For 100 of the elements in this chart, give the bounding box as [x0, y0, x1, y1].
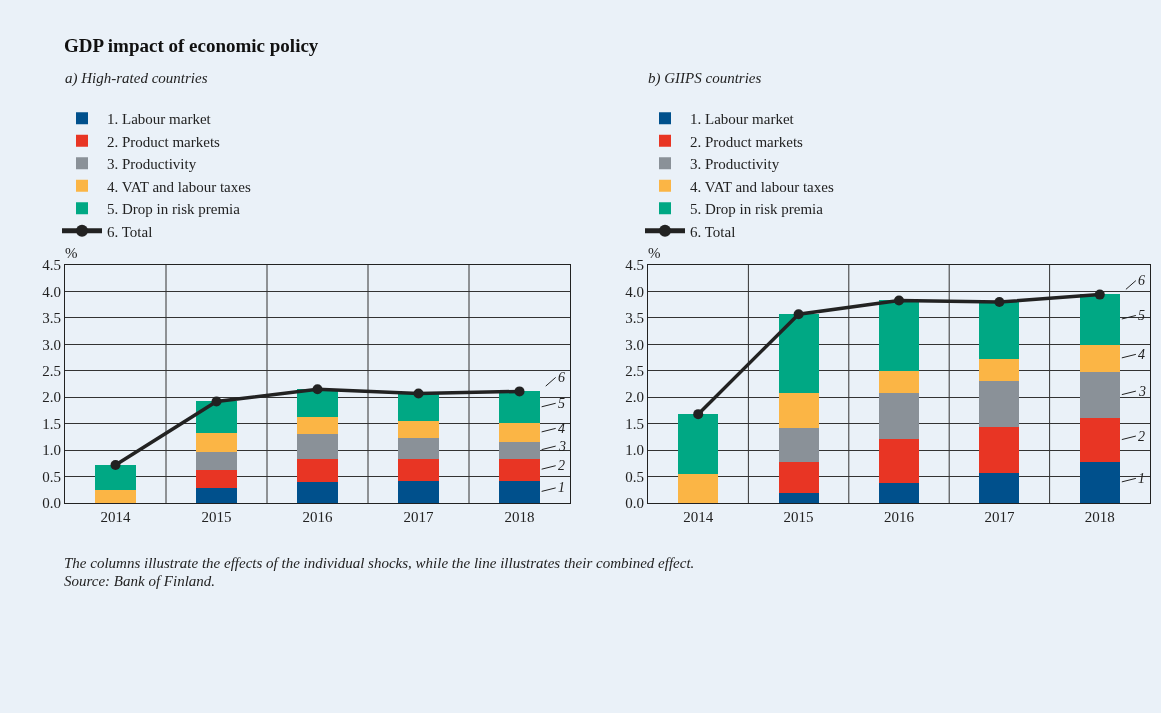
- chart-title: GDP impact of economic policy: [64, 35, 319, 56]
- y-tick-label: 3.0: [42, 336, 61, 353]
- point: [793, 309, 804, 320]
- y-tick-label: 3.5: [42, 310, 61, 327]
- annotation: 6: [558, 370, 565, 385]
- y-tick-label: 2.0: [625, 389, 644, 406]
- bar: [398, 421, 439, 439]
- x-tick-label: 2014: [100, 509, 131, 525]
- legend-label: 2. Product markets: [107, 133, 221, 150]
- bar: [778, 492, 819, 503]
- x-tick-label: 2018: [1084, 509, 1115, 525]
- bar: [878, 392, 920, 439]
- y-tick-label: 2.5: [42, 363, 61, 380]
- y-tick-label: 4.0: [625, 283, 644, 300]
- legend-label: 6. Total: [690, 223, 736, 240]
- bar: [979, 472, 1020, 503]
- y-tick-label: 3.0: [625, 336, 644, 353]
- bar: [1079, 461, 1120, 503]
- bar: [678, 414, 719, 474]
- bar: [398, 480, 439, 503]
- bar: [196, 432, 237, 452]
- point: [211, 396, 222, 407]
- bar: [196, 401, 237, 433]
- source-note: Source: Bank of Finland.: [64, 573, 216, 589]
- bar: [878, 370, 920, 393]
- x-tick-label: 2015: [201, 509, 232, 525]
- y-tick-label: 1.5: [42, 415, 61, 432]
- bar: [979, 358, 1020, 382]
- y-tick-label: 2.5: [625, 363, 644, 380]
- legend-label: 1. Labour market: [690, 111, 795, 128]
- bar: [979, 381, 1020, 428]
- annotation: 3: [1138, 384, 1146, 399]
- y-tick-label: 0.0: [625, 495, 644, 512]
- bar: [778, 461, 819, 493]
- x-tick-label: 2014: [683, 509, 714, 525]
- legend-label: 4. VAT and labour taxes: [107, 178, 251, 195]
- bar: [499, 423, 540, 442]
- point: [312, 384, 323, 395]
- x-tick-label: 2016: [884, 509, 915, 525]
- y-tick-label: 1.5: [625, 415, 644, 432]
- y-tick-label: 4.5: [625, 257, 644, 274]
- y-axis-title: %: [65, 245, 78, 261]
- y-tick-label: 1.0: [625, 442, 644, 459]
- y-tick-label: 3.5: [625, 310, 644, 327]
- point: [994, 297, 1005, 308]
- point: [894, 295, 904, 306]
- legend-label: 3. Productivity: [690, 156, 780, 173]
- bar: [95, 464, 136, 490]
- x-tick-label: 2017: [403, 509, 434, 525]
- point: [1094, 289, 1105, 300]
- x-tick-label: 2016: [302, 509, 333, 525]
- bar: [778, 392, 819, 429]
- bar: [196, 487, 237, 503]
- annotation: 4: [1138, 347, 1145, 362]
- bar: [499, 441, 540, 459]
- y-tick-label: 0.5: [625, 468, 644, 485]
- legend-label: 3. Productivity: [107, 156, 197, 173]
- annotation: 1: [558, 480, 565, 495]
- y-tick-label: 4.5: [42, 257, 61, 274]
- bar: [297, 417, 338, 435]
- legend-label: 6. Total: [107, 223, 153, 240]
- bar: [398, 438, 439, 459]
- bar: [878, 482, 920, 503]
- bar: [979, 427, 1020, 473]
- bar: [1079, 294, 1120, 345]
- bar: [297, 434, 338, 459]
- y-tick-label: 4.0: [42, 283, 61, 300]
- bar: [95, 489, 136, 503]
- chart-subtitle: a) High-rated countries: [65, 70, 208, 87]
- annotation: 6: [1138, 273, 1145, 288]
- bar: [778, 428, 819, 462]
- annotation: 2: [558, 458, 565, 473]
- bar: [1079, 418, 1120, 462]
- x-tick-label: 2018: [504, 509, 535, 525]
- bar: [1079, 371, 1120, 419]
- bar: [878, 300, 920, 371]
- legend-label: 5. Drop in risk premia: [690, 201, 824, 218]
- bar: [297, 481, 338, 503]
- legend-label: 2. Product markets: [690, 133, 804, 150]
- bar: [499, 480, 540, 503]
- x-tick-label: 2017: [984, 509, 1015, 525]
- y-axis-title: %: [648, 245, 661, 261]
- annotation: 5: [558, 396, 565, 411]
- bar: [979, 302, 1020, 359]
- bar: [398, 458, 439, 481]
- text: The columns illustrate the effects of the individual shocks, while the line illustrates their combined effect.: [64, 555, 695, 571]
- annotation: 4: [558, 421, 565, 436]
- bar: [499, 391, 540, 424]
- bar: [778, 314, 819, 393]
- point: [514, 386, 525, 397]
- chart-subtitle: b) GIIPS countries: [648, 70, 762, 87]
- point: [413, 388, 424, 399]
- y-tick-label: 0.5: [42, 468, 61, 485]
- bar: [499, 458, 540, 481]
- bar: [398, 393, 439, 422]
- point: [110, 459, 121, 470]
- y-tick-label: 0.0: [42, 495, 61, 512]
- y-tick-label: 1.0: [42, 442, 61, 459]
- legend-label: 4. VAT and labour taxes: [690, 178, 834, 195]
- bar: [196, 451, 237, 470]
